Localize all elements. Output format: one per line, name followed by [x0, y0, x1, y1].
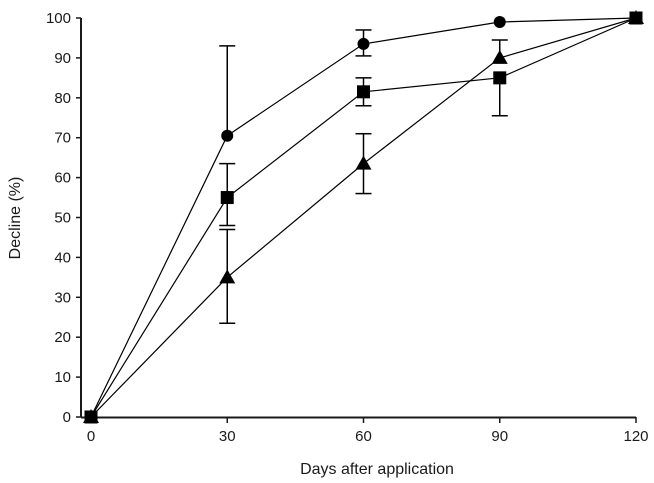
y-tick-label: 40 — [54, 249, 71, 266]
circle-marker — [221, 129, 234, 142]
y-tick-label: 100 — [46, 10, 71, 27]
y-tick-label: 70 — [54, 130, 71, 147]
x-tick-label: 120 — [623, 428, 648, 445]
x-tick-label: 30 — [219, 428, 236, 445]
y-tick-label: 10 — [54, 369, 71, 386]
x-tick-label: 60 — [355, 428, 372, 445]
y-tick-label: 90 — [54, 50, 71, 67]
circle-marker — [357, 37, 370, 50]
circle-marker — [493, 15, 506, 28]
y-tick-label: 80 — [54, 90, 71, 107]
y-tick-label: 50 — [54, 210, 71, 227]
triangle-marker — [355, 155, 372, 170]
square-marker — [357, 85, 370, 99]
x-axis-label: Days after application — [300, 461, 454, 478]
x-tick-label: 90 — [491, 428, 508, 445]
axes: 0 10 20 30 40 50 60 70 80 90 100 0 30 60 90 120 — [46, 10, 649, 445]
y-axis-label: Decline (%) — [7, 177, 24, 260]
square-marker — [493, 71, 507, 85]
square-marker — [220, 191, 234, 205]
y-tick-label: 0 — [63, 409, 71, 426]
triangle-marker — [219, 269, 236, 284]
x-tick-label: 0 — [87, 428, 95, 445]
y-tick-label: 30 — [54, 289, 71, 306]
triangle-marker — [491, 49, 508, 64]
y-tick-label: 20 — [54, 329, 71, 346]
data-markers — [83, 10, 644, 424]
triangle-marker — [628, 10, 644, 24]
y-tick-label: 60 — [54, 170, 71, 187]
triangle-marker — [83, 409, 99, 423]
error-bars — [219, 29, 508, 324]
